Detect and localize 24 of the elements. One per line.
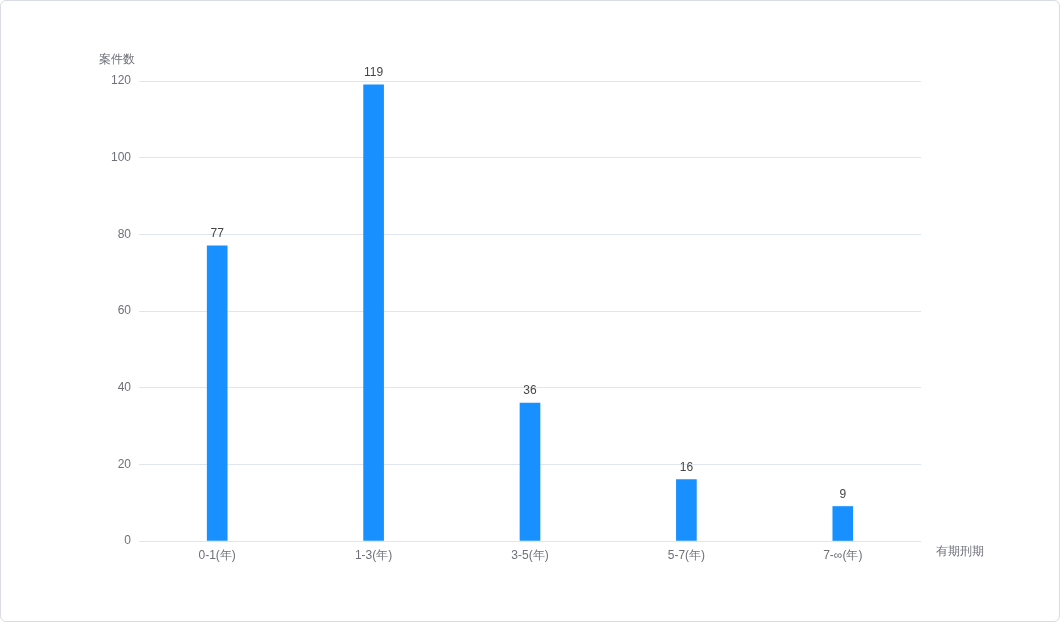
bar xyxy=(206,245,228,541)
x-tick-label: 5-7(年) xyxy=(667,547,706,562)
y-tick-label: 40 xyxy=(117,379,132,394)
y-tick-label: 60 xyxy=(117,303,132,318)
x-tick-label: 1-3(年) xyxy=(354,547,393,562)
bar xyxy=(363,84,384,541)
x-tick-label: 7-∞(年) xyxy=(823,547,863,562)
y-axis-title: 案件数 xyxy=(99,52,135,67)
bar xyxy=(832,506,854,541)
y-tick-label: 0 xyxy=(124,533,132,548)
data-label: 9 xyxy=(839,486,847,501)
data-label: 36 xyxy=(523,383,537,398)
bar xyxy=(519,402,541,541)
data-label: 16 xyxy=(679,459,694,474)
y-tick-label: 80 xyxy=(117,226,132,241)
x-axis-title: 有期刑期 xyxy=(936,544,984,559)
y-tick-label: 20 xyxy=(117,456,132,471)
bar xyxy=(676,479,697,541)
y-tick-label: 100 xyxy=(110,149,132,164)
y-tick-label: 120 xyxy=(110,73,132,88)
data-label: 119 xyxy=(364,65,384,80)
data-label: 77 xyxy=(210,226,225,241)
x-tick-label: 3-5(年) xyxy=(511,547,549,562)
x-tick-label: 0-1(年) xyxy=(198,547,236,562)
